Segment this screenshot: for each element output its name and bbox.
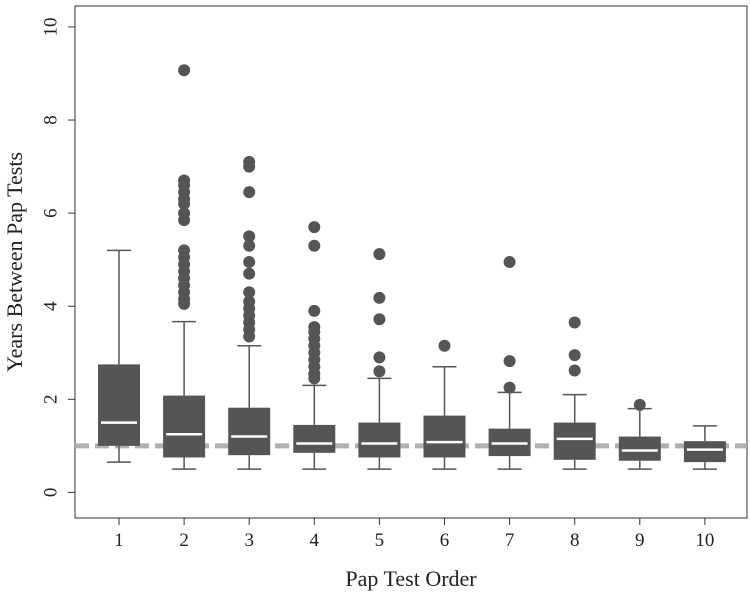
outlier-point: [373, 351, 386, 364]
iqr-box: [228, 407, 271, 456]
x-tick-label: 6: [440, 530, 450, 551]
x-tick-label: 5: [375, 530, 385, 551]
outlier-point: [373, 248, 386, 261]
outlier-point: [568, 364, 581, 377]
outlier-point: [243, 230, 256, 243]
box-group-5: [358, 248, 401, 470]
outlier-point: [373, 291, 386, 304]
x-axis-title: Pap Test Order: [345, 566, 477, 591]
plot-frame: [74, 5, 748, 519]
outlier-point: [243, 267, 256, 280]
y-tick-label: 4: [40, 301, 61, 311]
outlier-point: [178, 207, 191, 220]
x-tick-label: 8: [570, 530, 580, 551]
box-group-3: [228, 155, 271, 470]
boxes-layer: [98, 64, 726, 470]
y-axis: 0 2 4 6 8 10: [40, 17, 75, 497]
y-tick-label: 8: [40, 115, 61, 125]
y-tick-label: 10: [40, 17, 61, 36]
box-group-2: [163, 64, 206, 470]
outlier-point: [438, 339, 451, 352]
outlier-point: [568, 349, 581, 362]
outlier-point: [308, 221, 321, 234]
outlier-point: [178, 64, 191, 77]
y-tick-label: 6: [40, 208, 61, 218]
y-tick-label: 2: [40, 395, 61, 405]
outlier-point: [243, 186, 256, 199]
box-group-6: [423, 339, 466, 470]
x-tick-label: 1: [114, 530, 124, 551]
outlier-point: [178, 174, 191, 187]
outlier-point: [308, 304, 321, 317]
outlier-point: [503, 381, 516, 394]
outlier-point: [503, 355, 516, 368]
y-tick-label: 0: [40, 488, 61, 498]
outlier-point: [633, 398, 646, 411]
box-group-8: [553, 316, 596, 470]
x-tick-label: 4: [310, 530, 320, 551]
iqr-box: [553, 422, 596, 460]
outlier-point: [243, 155, 256, 168]
outlier-point: [243, 295, 256, 308]
iqr-box: [293, 424, 336, 453]
x-tick-label: 9: [635, 530, 645, 551]
box-group-10: [683, 425, 726, 470]
x-tick-label: 3: [244, 530, 254, 551]
outlier-point: [178, 244, 191, 257]
x-tick-label: 7: [505, 530, 515, 551]
iqr-box: [163, 395, 206, 458]
box-group-4: [293, 221, 336, 470]
x-axis: 1 2 3 4 5 6 7 8 9 10: [114, 518, 714, 551]
outlier-point: [243, 256, 256, 268]
box-group-7: [488, 256, 531, 470]
iqr-box: [358, 422, 401, 458]
outlier-point: [373, 365, 386, 378]
outlier-point: [568, 316, 581, 329]
iqr-box: [683, 441, 726, 463]
iqr-box: [98, 364, 140, 446]
outlier-point: [243, 286, 256, 299]
x-tick-label: 10: [695, 530, 714, 551]
outlier-point: [503, 256, 516, 268]
box-group-9: [618, 398, 661, 470]
outlier-point: [373, 313, 386, 326]
iqr-box: [618, 436, 661, 461]
iqr-box: [423, 415, 466, 458]
outlier-point: [308, 321, 321, 334]
outlier-point: [243, 239, 256, 252]
box-group-1: [98, 249, 140, 463]
outlier-point: [308, 239, 321, 252]
x-tick-label: 2: [179, 530, 189, 551]
y-axis-title: Years Between Pap Tests: [2, 152, 27, 372]
